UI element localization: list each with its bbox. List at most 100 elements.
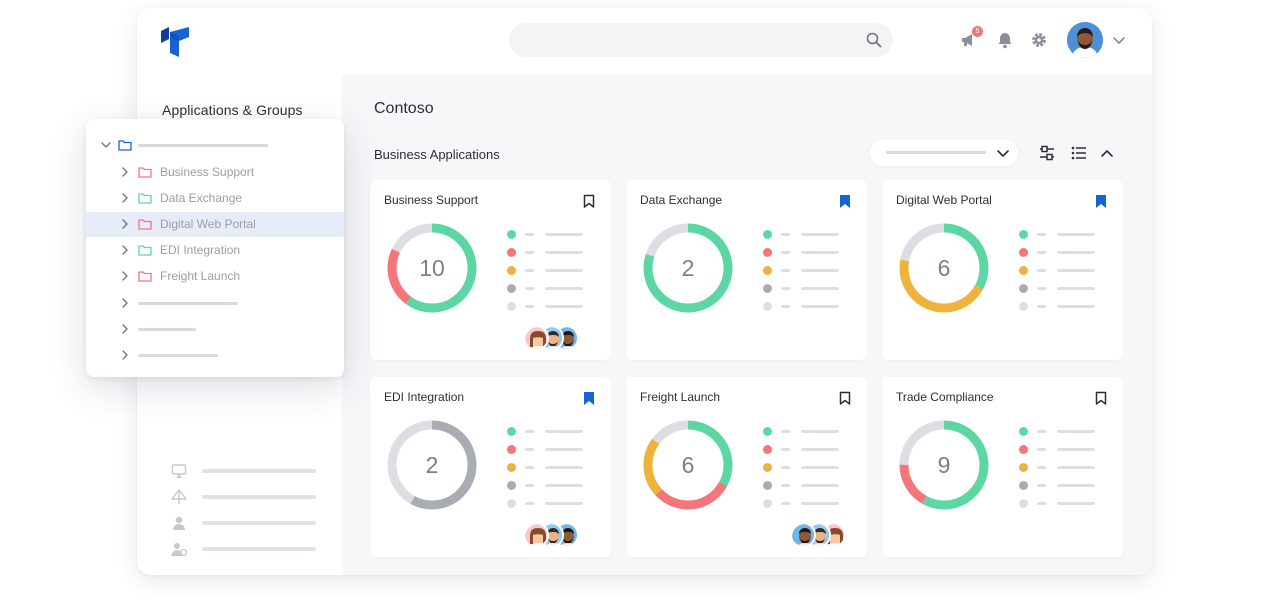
app-card[interactable]: Data Exchange 2 — [626, 180, 867, 360]
folder-icon — [138, 193, 152, 204]
legend-placeholder — [525, 502, 534, 505]
legend-row — [763, 280, 843, 298]
folder-icon — [118, 140, 132, 151]
sidebar-item-placeholder — [202, 547, 316, 551]
legend-row — [507, 495, 587, 513]
tree-item-label: Digital Web Portal — [160, 217, 256, 231]
avatar[interactable] — [523, 325, 549, 351]
legend-row — [763, 423, 843, 441]
app-card[interactable]: Digital Web Portal 6 — [882, 180, 1123, 360]
megaphone-icon[interactable] — [959, 30, 979, 50]
legend-placeholder — [1037, 287, 1046, 290]
tree-item[interactable]: EDI Integration — [86, 238, 344, 263]
app-card[interactable]: Freight Launch 6 — [626, 377, 867, 557]
bookmark-icon[interactable] — [583, 391, 595, 406]
legend-dot — [1019, 302, 1028, 311]
network-icon — [171, 489, 187, 504]
chevron-up-icon[interactable] — [1098, 144, 1116, 162]
gear-icon[interactable] — [1029, 30, 1049, 50]
legend-placeholder — [545, 269, 583, 272]
tree-root[interactable] — [86, 133, 344, 158]
legend-dot — [507, 481, 516, 490]
bookmark-icon[interactable] — [583, 194, 595, 209]
bookmark-icon[interactable] — [839, 391, 851, 406]
bookmark-icon[interactable] — [1095, 194, 1107, 209]
chevron-down-icon[interactable] — [1112, 33, 1126, 47]
tree-item-placeholder[interactable] — [86, 343, 344, 368]
legend-dot — [763, 463, 772, 472]
tree-item-placeholder[interactable] — [86, 317, 344, 342]
legend-row — [1019, 477, 1099, 495]
folder-icon — [138, 219, 152, 230]
chevron-right-icon[interactable] — [119, 244, 131, 256]
legend-dot — [763, 266, 772, 275]
avatar[interactable] — [1067, 22, 1103, 58]
legend-placeholder — [545, 484, 583, 487]
chevron-right-icon[interactable] — [119, 297, 131, 309]
legend-placeholder — [1037, 448, 1046, 451]
donut-chart — [387, 420, 477, 510]
sidebar-item-monitor[interactable] — [171, 462, 321, 480]
filter-dropdown[interactable] — [870, 140, 1018, 166]
filter-settings-icon[interactable] — [1038, 144, 1056, 162]
legend-placeholder — [525, 251, 534, 254]
tree-item[interactable]: Business Support — [86, 160, 344, 185]
legend-placeholder — [781, 305, 790, 308]
app-card[interactable]: EDI Integration 2 — [370, 377, 611, 557]
chevron-right-icon[interactable] — [119, 323, 131, 335]
chevron-right-icon[interactable] — [119, 349, 131, 361]
legend-placeholder — [1057, 269, 1095, 272]
tree-item[interactable]: Data Exchange — [86, 186, 344, 211]
bookmark-icon[interactable] — [1095, 391, 1107, 406]
donut-value: 2 — [425, 452, 439, 478]
avatar-stack[interactable] — [523, 325, 579, 353]
app-card[interactable]: Business Support 10 — [370, 180, 611, 360]
avatar-stack[interactable] — [790, 522, 846, 550]
legend-placeholder — [1057, 287, 1095, 290]
legend-dot — [763, 284, 772, 293]
sidebar-item-placeholder — [202, 495, 316, 499]
legend-dot — [763, 481, 772, 490]
chevron-right-icon[interactable] — [119, 166, 131, 178]
sidebar-item-placeholder — [202, 521, 316, 525]
legend-row — [507, 262, 587, 280]
avatar-stack[interactable] — [523, 522, 579, 550]
folder-icon — [138, 167, 152, 178]
avatar[interactable] — [790, 522, 816, 548]
legend-dot — [1019, 427, 1028, 436]
legend-dot — [507, 445, 516, 454]
legend-row — [763, 441, 843, 459]
brand-logo[interactable] — [161, 27, 189, 57]
donut-segment-green — [899, 420, 989, 510]
donut-chart — [643, 223, 733, 313]
user-icon — [173, 516, 185, 530]
chevron-right-icon[interactable] — [119, 270, 131, 282]
sidebar-item-user-group[interactable] — [171, 540, 321, 558]
legend-dot — [763, 427, 772, 436]
legend-row — [763, 477, 843, 495]
folder-icon — [138, 245, 152, 256]
chevron-down-icon[interactable] — [100, 139, 112, 151]
legend-row — [507, 477, 587, 495]
search-input[interactable] — [509, 23, 893, 57]
chevron-right-icon[interactable] — [119, 218, 131, 230]
legend — [507, 423, 587, 513]
search-icon[interactable] — [866, 32, 882, 48]
legend-placeholder — [525, 287, 534, 290]
legend-placeholder — [525, 466, 534, 469]
card-title: Digital Web Portal — [896, 193, 992, 207]
sidebar-item-network[interactable] — [171, 488, 321, 506]
tree-item-placeholder[interactable] — [86, 291, 344, 316]
bookmark-icon[interactable] — [839, 194, 851, 209]
legend-placeholder — [1037, 269, 1046, 272]
chevron-right-icon[interactable] — [119, 192, 131, 204]
tree-item[interactable]: Freight Launch — [86, 264, 344, 289]
app-card[interactable]: Trade Compliance 9 — [882, 377, 1123, 557]
tree-panel: Business Support Data Exchange Digital Web… — [86, 119, 344, 377]
avatar[interactable] — [523, 522, 549, 548]
list-view-icon[interactable] — [1070, 144, 1088, 162]
sidebar-item-user[interactable] — [171, 514, 321, 532]
tree-item[interactable]: Digital Web Portal — [86, 212, 344, 237]
bell-icon[interactable] — [995, 30, 1015, 50]
legend-dot — [507, 266, 516, 275]
